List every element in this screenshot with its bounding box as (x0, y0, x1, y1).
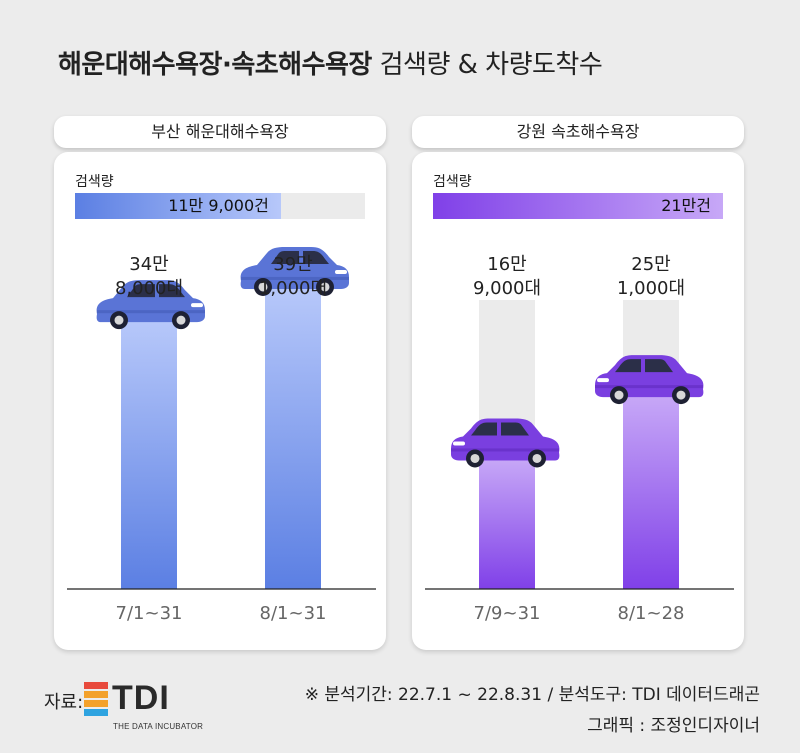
value-label: 8,000대 (115, 278, 183, 299)
x-tick-label: 7/1~31 (116, 603, 183, 624)
tdi-logo-text: TDI (112, 679, 170, 717)
x-tick-label: 7/9~31 (474, 603, 541, 624)
car-icon (595, 355, 704, 405)
panel-haeundae (54, 152, 386, 650)
value-label: 39만 (273, 254, 312, 275)
search-bar-sokcho: 21만건 (433, 193, 723, 219)
panel-head-haeundae: 부산 해운대해수욕장 (54, 116, 386, 148)
search-value-haeundae: 11만 9,000건 (168, 196, 269, 215)
title-bold: 해운대해수욕장·속초해수욕장 (58, 50, 372, 80)
tdi-logo-subtitle: THE DATA INCUBATOR (113, 722, 204, 731)
bar (265, 286, 321, 589)
chart-sokcho: 16만 9,000대 7/9~31 25만 1,000대 8/1~28 (425, 254, 734, 624)
tdi-logo-mark (84, 682, 108, 716)
panel-sokcho (412, 152, 744, 650)
value-label: 16만 (487, 254, 526, 275)
car-icon (240, 246, 349, 296)
page-title: 해운대해수욕장·속초해수욕장 검색량 & 차량도착수 (58, 44, 603, 81)
search-label-sokcho: 검색량 (433, 174, 472, 190)
value-label: 25만 (631, 254, 670, 275)
graphic-credit: 그래픽 : 조정인디자이너 (587, 716, 760, 736)
search-bar-haeundae: 11만 9,000건 (75, 193, 365, 219)
value-label: 1,000대 (617, 278, 685, 299)
x-tick-label: 8/1~28 (618, 603, 685, 624)
value-label: 1,000대 (259, 278, 327, 299)
bar (121, 320, 177, 589)
search-label-haeundae: 검색량 (75, 174, 114, 190)
bar (479, 458, 535, 589)
title-rest: 검색량 & 차량도착수 (379, 50, 603, 80)
x-tick-label: 8/1~31 (260, 603, 327, 624)
bar (623, 395, 679, 589)
car-icon (96, 280, 205, 330)
search-bar-fill-sokcho: 21만건 (433, 193, 723, 219)
panel-head-sokcho: 강원 속초해수욕장 (412, 116, 744, 148)
search-bar-fill-haeundae: 11만 9,000건 (75, 193, 281, 219)
car-icon (451, 418, 560, 468)
value-label: 34만 (129, 254, 168, 275)
chart-haeundae: 34만 8,000대 7/1~31 39만 1,000대 8/1~31 (67, 246, 376, 624)
analysis-note: ※ 분석기간: 22.7.1 ~ 22.8.31 / 분석도구: TDI 데이터… (304, 685, 760, 705)
source-label: 자료: (44, 692, 84, 713)
value-label: 9,000대 (473, 278, 541, 299)
search-value-sokcho: 21만건 (661, 196, 711, 215)
